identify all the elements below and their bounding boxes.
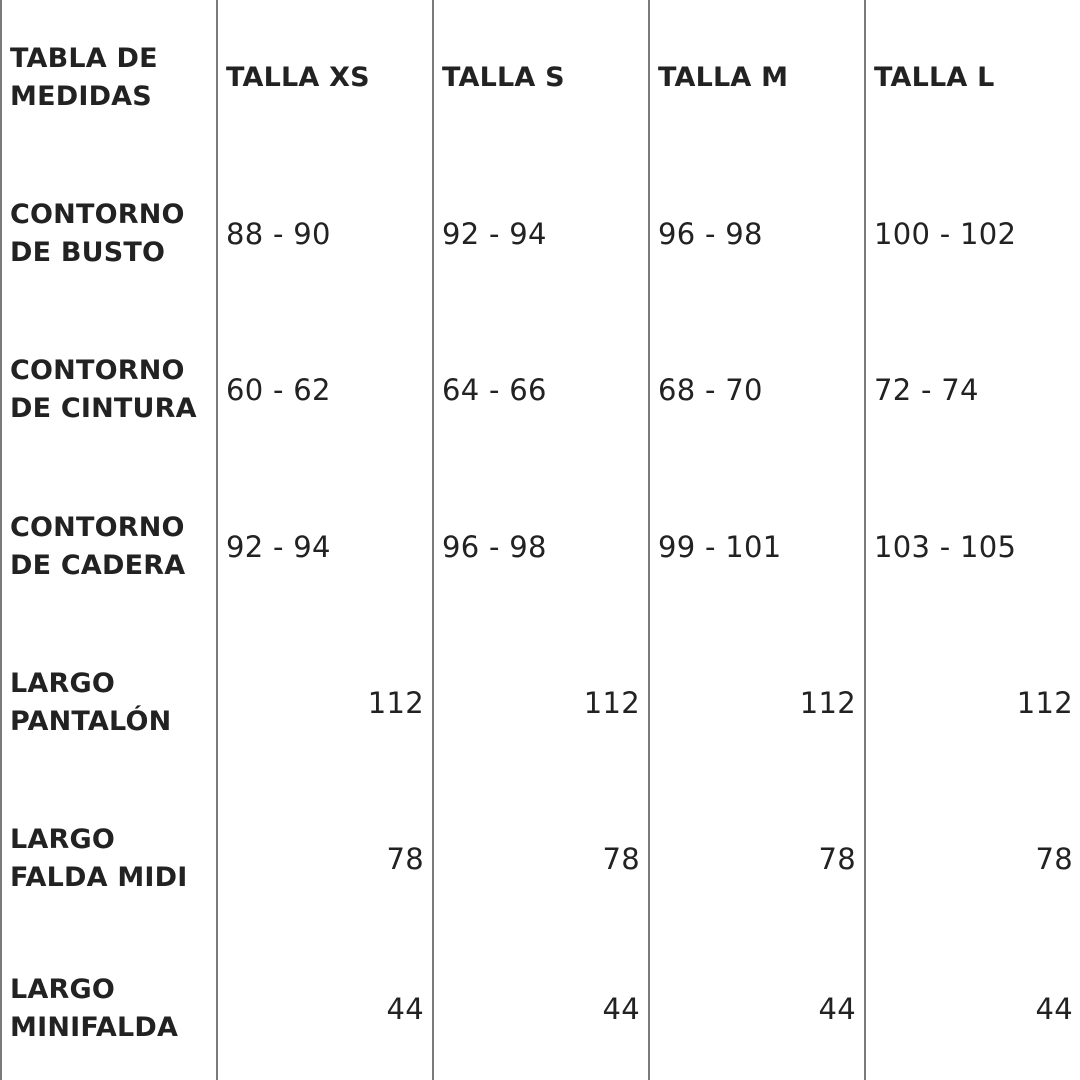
cell-waist-xs: 60 - 62 bbox=[216, 312, 433, 469]
table-row-miniskirt-length: LARGO MINIFALDA 44 44 44 44 bbox=[0, 937, 1080, 1080]
table-row-trouser-length: LARGO PANTALÓN 112 112 112 112 bbox=[0, 624, 1080, 782]
table-row-hip: CONTORNO DE CADERA 92 - 94 96 - 98 99 - … bbox=[0, 468, 1080, 625]
cell-midi-l: 78 bbox=[864, 781, 1080, 938]
column-header-m: TALLA M bbox=[648, 0, 865, 156]
cell-trouser-l: 112 bbox=[864, 624, 1080, 782]
column-header-s: TALLA S bbox=[432, 0, 649, 156]
cell-trouser-s: 112 bbox=[432, 624, 649, 782]
cell-bust-s: 92 - 94 bbox=[432, 156, 649, 313]
row-label-midi-skirt-length: LARGO FALDA MIDI bbox=[0, 781, 217, 938]
header-row: TABLA DE MEDIDAS TALLA XS TALLA S TALLA … bbox=[0, 0, 1080, 156]
cell-midi-xs: 78 bbox=[216, 781, 433, 938]
cell-mini-l: 44 bbox=[864, 937, 1080, 1080]
cell-waist-l: 72 - 74 bbox=[864, 312, 1080, 469]
table-row-midi-skirt-length: LARGO FALDA MIDI 78 78 78 78 bbox=[0, 781, 1080, 938]
cell-hip-xs: 92 - 94 bbox=[216, 468, 433, 625]
cell-trouser-m: 112 bbox=[648, 624, 865, 782]
table-title: TABLA DE MEDIDAS bbox=[0, 0, 217, 156]
row-label-trouser-length: LARGO PANTALÓN bbox=[0, 624, 217, 782]
table-row-waist: CONTORNO DE CINTURA 60 - 62 64 - 66 68 -… bbox=[0, 312, 1080, 469]
cell-waist-m: 68 - 70 bbox=[648, 312, 865, 469]
cell-hip-m: 99 - 101 bbox=[648, 468, 865, 625]
row-label-bust: CONTORNO DE BUSTO bbox=[0, 156, 217, 313]
cell-mini-xs: 44 bbox=[216, 937, 433, 1080]
cell-hip-s: 96 - 98 bbox=[432, 468, 649, 625]
cell-trouser-xs: 112 bbox=[216, 624, 433, 782]
row-label-waist: CONTORNO DE CINTURA bbox=[0, 312, 217, 469]
cell-hip-l: 103 - 105 bbox=[864, 468, 1080, 625]
cell-bust-l: 100 - 102 bbox=[864, 156, 1080, 313]
cell-mini-s: 44 bbox=[432, 937, 649, 1080]
column-header-l: TALLA L bbox=[864, 0, 1080, 156]
cell-mini-m: 44 bbox=[648, 937, 865, 1080]
column-header-xs: TALLA XS bbox=[216, 0, 433, 156]
table-row-bust: CONTORNO DE BUSTO 88 - 90 92 - 94 96 - 9… bbox=[0, 156, 1080, 313]
cell-midi-s: 78 bbox=[432, 781, 649, 938]
row-label-hip: CONTORNO DE CADERA bbox=[0, 468, 217, 625]
row-label-miniskirt-length: LARGO MINIFALDA bbox=[0, 937, 217, 1080]
cell-bust-m: 96 - 98 bbox=[648, 156, 865, 313]
cell-bust-xs: 88 - 90 bbox=[216, 156, 433, 313]
cell-waist-s: 64 - 66 bbox=[432, 312, 649, 469]
cell-midi-m: 78 bbox=[648, 781, 865, 938]
